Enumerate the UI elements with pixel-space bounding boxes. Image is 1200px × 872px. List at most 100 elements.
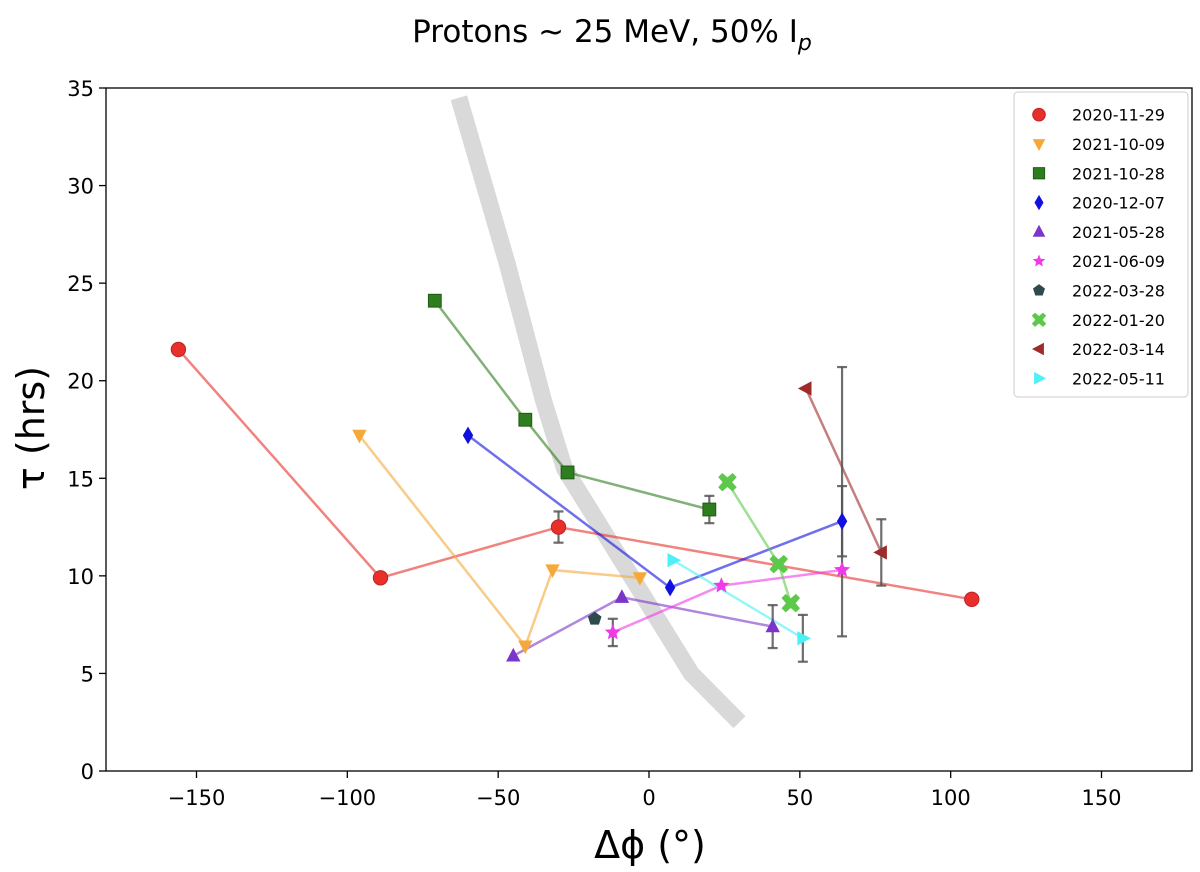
data-point [664, 578, 676, 597]
series-line [358, 434, 641, 649]
legend-entry: 2022-03-14 [1032, 340, 1165, 359]
data-point [560, 465, 575, 480]
legend-entry: 2022-05-11 [1034, 369, 1165, 388]
data-point [964, 591, 980, 607]
y-tick-label: 25 [67, 272, 94, 296]
data-point [769, 554, 788, 574]
data-point [713, 577, 730, 593]
series-2021-05-28 [506, 589, 780, 662]
y-tick-label: 0 [81, 760, 94, 784]
x-tick-label: 150 [1081, 786, 1121, 810]
x-tick-label: 0 [642, 786, 655, 810]
legend-marker [1032, 139, 1046, 151]
x-axis-label: Δϕ (°) [594, 823, 706, 867]
y-tick-label: 10 [67, 565, 94, 589]
x-tick-label: 50 [786, 786, 813, 810]
legend-marker [1032, 224, 1046, 237]
legend-entry: 2021-10-28 [1032, 164, 1165, 183]
legend-entry: 2022-03-28 [1033, 281, 1165, 300]
data-point [797, 631, 811, 646]
data-point [518, 640, 533, 655]
legend-marker [1033, 284, 1045, 296]
reference-band [450, 95, 746, 729]
x-tick-label: 100 [931, 786, 971, 810]
data-point [702, 502, 717, 517]
legend-label: 2021-10-28 [1072, 164, 1165, 183]
y-tick-label: 15 [67, 467, 94, 491]
y-tick-label: 20 [67, 370, 94, 394]
title-text: Protons ~ 25 MeV, 50% I [412, 14, 798, 50]
legend-marker [1034, 372, 1046, 385]
series-line [672, 559, 804, 640]
series-2022-05-11 [667, 553, 811, 646]
legend-label: 2020-11-29 [1072, 106, 1165, 125]
data-point [632, 572, 648, 586]
legend-label: 2021-10-09 [1072, 135, 1165, 154]
series-2021-06-09 [604, 561, 851, 640]
legend-label: 2022-01-20 [1072, 311, 1165, 330]
y-tick-label: 5 [81, 662, 94, 686]
error-bar [837, 365, 848, 638]
series-line [467, 434, 843, 590]
data-point [765, 618, 780, 633]
title-subscript: p [797, 31, 812, 56]
legend-marker [1032, 254, 1046, 267]
legend-entry: 2020-12-07 [1034, 194, 1165, 213]
data-point [797, 381, 812, 396]
legend-label: 2021-06-09 [1072, 252, 1165, 271]
data-point [372, 570, 389, 586]
data-point [545, 564, 560, 578]
data-point [352, 429, 367, 444]
y-tick-label: 35 [67, 77, 94, 101]
legend-entry: 2021-10-09 [1032, 135, 1165, 154]
data-point [614, 589, 630, 603]
legend-label: 2021-05-28 [1072, 223, 1165, 242]
x-tick-label: −100 [318, 786, 376, 810]
data-point [781, 593, 800, 613]
legend-marker [1032, 167, 1046, 180]
svg-text:Protons ~ 25 MeV, 50% Ip: Protons ~ 25 MeV, 50% Ip [412, 14, 812, 56]
data-point [170, 341, 187, 358]
data-point [518, 412, 533, 427]
data-point [873, 545, 887, 560]
data-point [427, 293, 442, 308]
legend-marker [1032, 107, 1046, 122]
legend-label: 2020-12-07 [1072, 194, 1165, 213]
legend-label: 2022-03-28 [1072, 281, 1165, 300]
series-line [804, 387, 883, 553]
series-2021-10-09 [352, 429, 648, 655]
data-point [667, 553, 682, 568]
series-2022-03-28 [587, 611, 602, 625]
series-markers [170, 293, 980, 662]
series-2021-10-28 [427, 293, 717, 517]
data-point [718, 473, 737, 492]
legend-marker [1034, 194, 1044, 211]
legend-marker [1032, 342, 1044, 356]
legend-entry: 2022-01-20 [1031, 311, 1165, 330]
data-point [587, 611, 602, 625]
series-2022-01-20 [718, 473, 800, 613]
reference-band-path [450, 95, 746, 729]
chart-title: Protons ~ 25 MeV, 50% Ip [412, 14, 812, 56]
legend-entry: 2021-06-09 [1032, 252, 1165, 271]
y-axis-label: τ (hrs) [9, 366, 53, 490]
legend: 2020-11-29 2021-10-09 2021-10-28 2020-12-07… [1013, 91, 1189, 398]
series-line [433, 299, 710, 511]
series-2022-03-14 [797, 381, 887, 560]
data-point [604, 623, 621, 640]
x-tick-label: −150 [168, 786, 226, 810]
series-line [726, 481, 792, 604]
y-tick-label: 30 [67, 175, 94, 199]
series-line [177, 348, 973, 601]
legend-marker [1031, 312, 1047, 327]
legend-entry: 2020-11-29 [1032, 106, 1165, 125]
legend-box [1013, 91, 1189, 398]
x-tick-label: −50 [476, 786, 520, 810]
series-2020-12-07 [462, 426, 848, 597]
series-2020-11-29 [170, 341, 980, 607]
legend-label: 2022-05-11 [1072, 369, 1165, 388]
data-point [550, 519, 567, 535]
data-point [462, 426, 474, 445]
data-point [506, 647, 521, 662]
